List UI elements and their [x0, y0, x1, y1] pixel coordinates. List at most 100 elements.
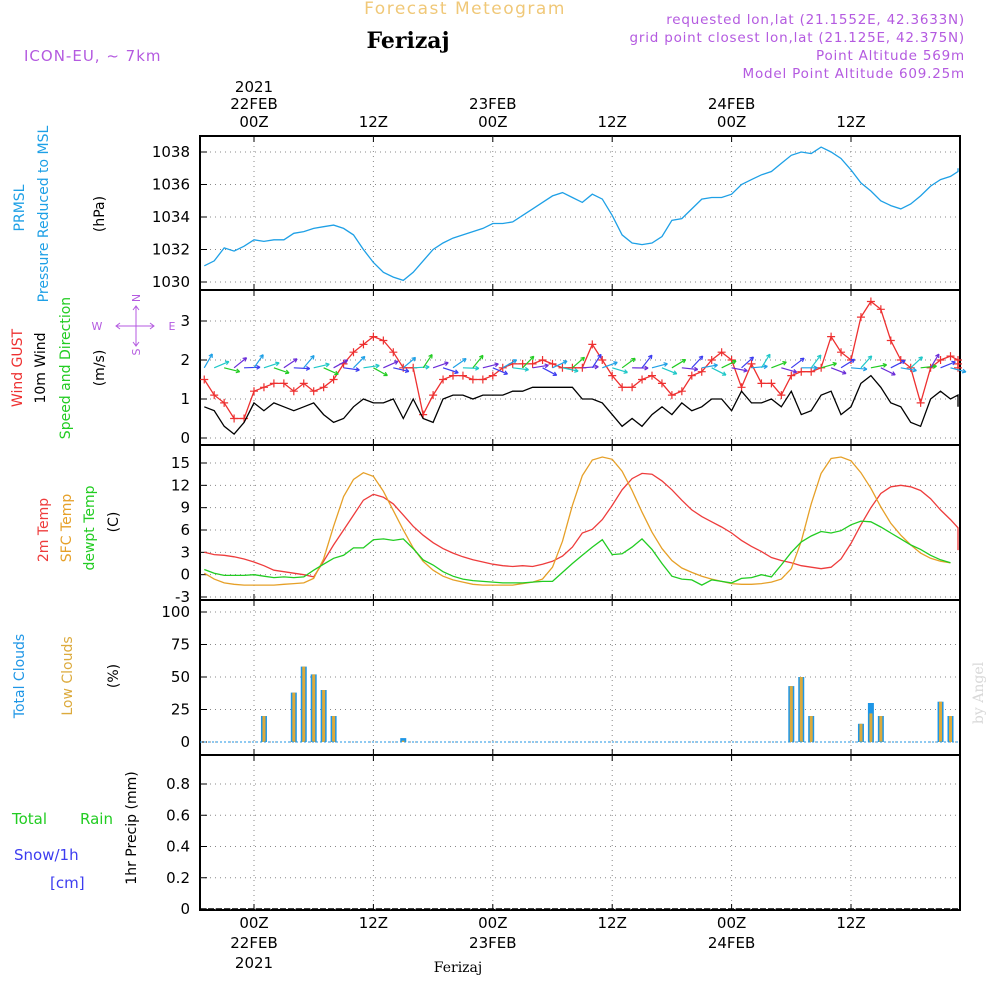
wind-arrow [472, 354, 484, 369]
gust-marker [389, 348, 398, 357]
wind-arrow [413, 366, 430, 369]
bar-low-clouds [401, 740, 405, 742]
y-tick-label: 25 [171, 701, 190, 719]
wind-arrow [830, 367, 847, 375]
wind-arrow [950, 367, 967, 373]
bottom-time-axis: 00Z 22FEB 12Z 00Z 23FEB 12Z 00Z 24FEB 12Z [230, 914, 865, 952]
wind-arrow [224, 367, 240, 373]
gust-marker [289, 387, 298, 396]
wind-arrow-head [647, 354, 653, 360]
wind-arrow-head [494, 362, 499, 368]
wind-arrow-head [411, 356, 417, 362]
wind-arrow [621, 357, 636, 369]
y-tick-label: 1038 [152, 143, 190, 161]
wind-arrow [691, 355, 704, 369]
wind-arrow [751, 365, 768, 369]
y-tick-label: 1034 [152, 208, 190, 226]
wind-arrow-head [732, 360, 737, 365]
compass-e: E [169, 320, 176, 333]
gust-marker [468, 375, 477, 384]
model-label: ICON-EU, ~ 7km [24, 47, 162, 65]
gust-marker [230, 414, 239, 423]
gust-marker [349, 348, 358, 357]
p3-label-2m: 2m Temp [36, 498, 52, 562]
compass-n: N [130, 294, 143, 302]
wind-arrow [810, 354, 822, 369]
gust-marker [916, 398, 925, 407]
gust-marker [807, 367, 816, 376]
wind-arrow-head [383, 371, 388, 377]
y-tick-label: 12 [171, 476, 190, 494]
bottom-day-label: 22FEB [230, 934, 277, 952]
wind-arrow [930, 353, 940, 369]
bottom-hour-label: 12Z [359, 914, 388, 932]
series-line-sfc-temp [203, 456, 951, 586]
wind-arrow-head [360, 355, 366, 361]
p5-unit: 1hr Precip (mm) [124, 771, 140, 884]
wind-arrow [522, 355, 535, 369]
wind-arrow [890, 360, 906, 369]
y-tick-label: 0 [180, 733, 190, 751]
y-tick-label: 0.8 [166, 775, 190, 793]
gust-marker [777, 391, 786, 400]
wind-arrow-head [256, 364, 261, 370]
bar-low-clouds [332, 716, 336, 742]
wind-arrow [880, 367, 896, 376]
point-altitude: Point Altitude 569m [816, 48, 965, 64]
wind-arrow-head [841, 370, 847, 375]
y-tick-label: 1032 [152, 241, 190, 259]
panels-group: 103010321034103610380123-303691215025507… [152, 135, 967, 918]
wind-arrow [582, 366, 599, 369]
wind-arrow [681, 367, 698, 371]
wind-arrow-head [479, 354, 484, 360]
bar-low-clouds [859, 723, 863, 742]
gust-marker [449, 371, 457, 380]
bottom-day-label: 23FEB [469, 934, 516, 952]
gust-marker [250, 387, 258, 396]
bottom-hour-label: 00Z [239, 914, 268, 932]
p4-label-total: Total Clouds [12, 634, 28, 719]
wind-arrow [671, 359, 686, 369]
p4-label-low: Low Clouds [60, 636, 76, 715]
wind-arrow [910, 356, 923, 369]
y-tick-label: 3 [180, 543, 190, 561]
wind-arrow-head [224, 360, 230, 366]
wind-arrow-head [242, 357, 248, 362]
wind-arrow-head [562, 360, 568, 365]
wind-arrow [273, 367, 290, 374]
series-line-prmsl [204, 146, 959, 282]
wind-arrow [790, 357, 805, 369]
wind-arrow [353, 356, 366, 369]
wind-arrow [253, 354, 264, 369]
gust-marker [279, 379, 288, 388]
bar-low-clouds [322, 690, 326, 742]
y-tick-label: -3 [175, 588, 190, 606]
gust-marker [687, 371, 696, 380]
wind-arrow [373, 367, 388, 377]
wind-arrow [383, 360, 399, 369]
wind-arrow-head [574, 368, 579, 373]
wind-arrow-head [580, 356, 586, 362]
wind-arrow [482, 363, 499, 369]
p3-unit: (C) [106, 512, 122, 533]
wind-arrow [741, 356, 754, 369]
wind-arrow-head [310, 354, 315, 360]
p2-label-gust: Wind GUST [10, 328, 26, 407]
top-hour-label: 12Z [359, 113, 388, 131]
wind-arrow-head [763, 364, 768, 370]
forecast-title: Forecast Meteogram [364, 0, 566, 19]
y-tick-label: 75 [171, 636, 190, 654]
wind-arrow-head [305, 366, 311, 371]
gust-marker [767, 379, 776, 388]
gust-marker [787, 371, 796, 380]
bar-low-clouds [292, 692, 296, 742]
wind-arrow-head [882, 362, 887, 368]
wind-arrow-head [393, 360, 399, 365]
wind-arrow-head [503, 370, 508, 376]
top-hour-label: 12Z [598, 113, 627, 131]
wind-arrow-head [334, 370, 339, 376]
panel-frame-1 [199, 135, 961, 291]
wind-arrow-head [693, 366, 699, 372]
wind-arrow [402, 357, 416, 369]
